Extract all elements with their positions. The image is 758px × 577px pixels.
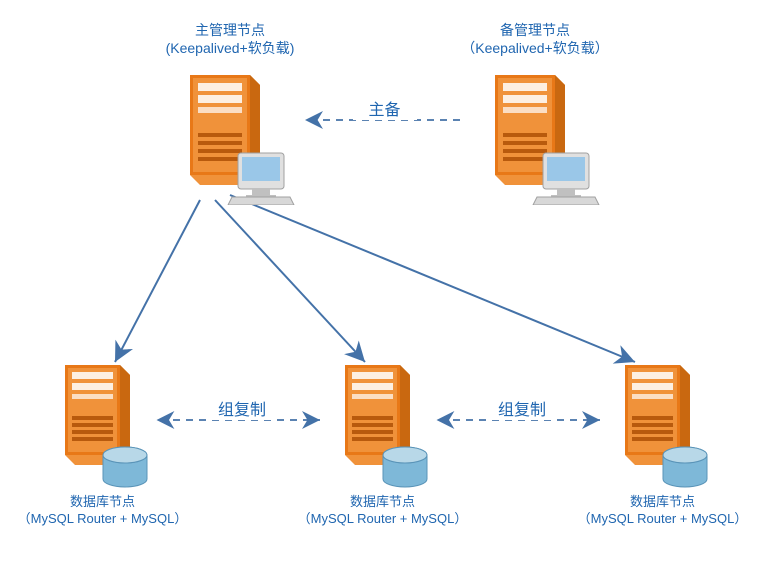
node-db2 — [325, 360, 440, 490]
label-mgr_primary: 主管理节点(Keepalived+软负载) — [120, 21, 340, 57]
node-mgr_backup — [465, 65, 605, 205]
node-mgr_primary — [160, 65, 300, 205]
label-mgr_backup: 备管理节点（Keepalived+软负载） — [425, 21, 645, 57]
label-db2: 数据库节点（MySQL Router + MySQL） — [270, 494, 495, 528]
edges-layer — [0, 0, 758, 577]
edge-label-0: 主备 — [353, 96, 417, 120]
edge-mgr_primary-db3 — [230, 195, 635, 362]
node-db3 — [605, 360, 720, 490]
edge-label-4: 组复制 — [210, 396, 274, 420]
label-db3: 数据库节点（MySQL Router + MySQL） — [550, 494, 758, 528]
edge-mgr_primary-db2 — [215, 200, 365, 362]
edge-label-5: 组复制 — [490, 396, 554, 420]
edge-mgr_primary-db1 — [115, 200, 200, 362]
label-db1: 数据库节点（MySQL Router + MySQL） — [0, 494, 215, 528]
node-db1 — [45, 360, 160, 490]
